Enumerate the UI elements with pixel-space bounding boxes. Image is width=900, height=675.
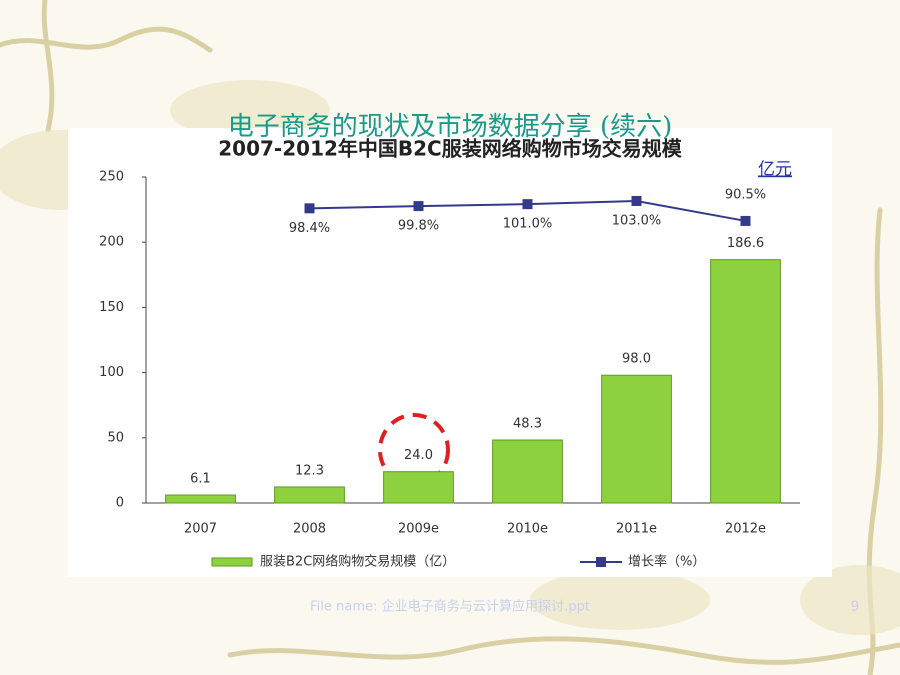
bar xyxy=(601,374,672,504)
slide-title: 电子商务的现状及市场数据分享 (续六) xyxy=(228,112,673,142)
data-label: 101.0% xyxy=(503,217,553,232)
y-tick-label: 0 xyxy=(116,496,124,511)
data-label: 48.3 xyxy=(513,417,542,432)
chart-title: 2007-2012年中国B2C服装网络购物市场交易规模 xyxy=(218,137,682,161)
data-label: 98.0 xyxy=(622,352,651,367)
line-marker xyxy=(304,203,315,214)
bar xyxy=(274,486,345,504)
bar xyxy=(165,494,236,504)
y-tick-label: 100 xyxy=(99,365,124,380)
footer: File name: 企业电子商务与云计算应用探讨.ppt xyxy=(310,599,590,615)
unit-label: 亿元 xyxy=(758,160,792,180)
page-number: 9 xyxy=(851,599,860,615)
data-label: 98.4% xyxy=(289,221,330,236)
bar xyxy=(710,259,781,504)
line-marker xyxy=(522,199,533,210)
bar xyxy=(492,439,563,504)
data-label: 90.5% xyxy=(725,187,766,202)
data-label: 12.3 xyxy=(295,463,324,478)
bar xyxy=(383,471,454,504)
x-tick-label: 2007 xyxy=(184,522,217,537)
x-tick-label: 2010e xyxy=(507,522,548,537)
data-label: 103.0% xyxy=(612,213,662,228)
legend-swatch xyxy=(211,557,253,567)
legend-label: 服装B2C网络购物交易规模（亿） xyxy=(260,554,455,570)
data-label: 99.8% xyxy=(398,219,439,234)
data-label: 24.0 xyxy=(404,448,433,463)
data-label: 6.1 xyxy=(190,472,211,487)
x-tick-label: 2009e xyxy=(398,522,439,537)
x-tick-label: 2011e xyxy=(616,522,657,537)
x-tick-label: 2012e xyxy=(725,522,766,537)
y-tick-label: 200 xyxy=(99,235,124,250)
line-marker xyxy=(413,201,424,212)
y-tick-label: 150 xyxy=(99,300,124,315)
y-tick-label: 50 xyxy=(107,430,124,445)
line-marker xyxy=(631,195,642,206)
legend-label: 增长率（%） xyxy=(628,554,705,570)
data-label: 186.6 xyxy=(727,236,764,251)
y-tick-label: 250 xyxy=(99,170,124,185)
line-marker xyxy=(740,215,751,226)
x-tick-label: 2008 xyxy=(293,522,326,537)
legend-swatch xyxy=(596,557,606,567)
